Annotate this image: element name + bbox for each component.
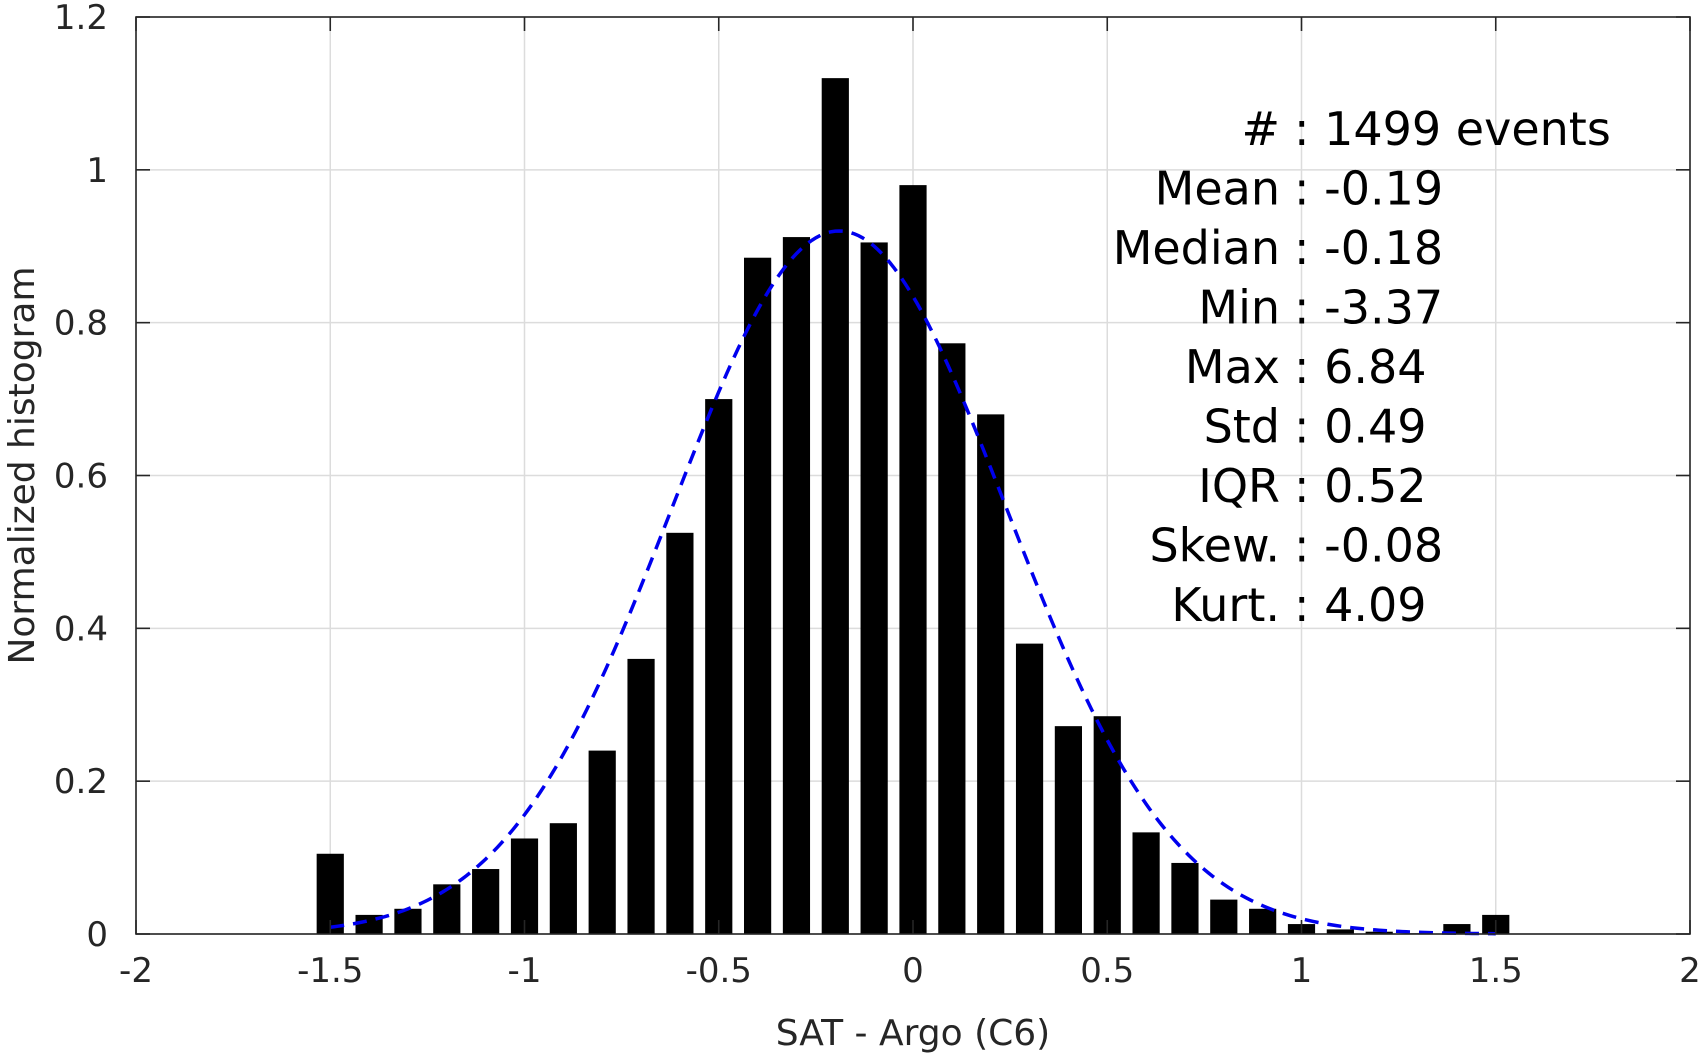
x-tick-label: -1.5 (297, 951, 363, 991)
stat-value: : 0.49 (1294, 400, 1427, 454)
stat-value: : -0.19 (1294, 162, 1443, 216)
y-tick-labels: 0 0.2 0.4 0.6 0.8 1 1.2 (54, 0, 108, 955)
stat-label: IQR (1198, 459, 1280, 513)
x-tick-label: -1 (508, 951, 542, 991)
x-tick-label: 0.5 (1080, 951, 1134, 991)
stat-value: : -3.37 (1294, 281, 1443, 335)
histogram-bar (1171, 862, 1199, 934)
histogram-bar (705, 399, 733, 934)
histogram-bar (1015, 643, 1044, 934)
y-tick-label: 0.8 (54, 304, 108, 344)
x-axis-label: SAT - Argo (C6) (776, 1013, 1050, 1054)
y-tick-label: 0 (86, 915, 108, 955)
stat-label: Median (1113, 221, 1280, 275)
x-tick-label: -0.5 (686, 951, 752, 991)
histogram-bar (472, 869, 500, 934)
histogram-bar (1249, 908, 1277, 934)
histogram-bar (627, 658, 655, 934)
histogram-bar (744, 257, 772, 934)
y-tick-label: 1 (86, 151, 108, 191)
histogram-bar (821, 78, 849, 935)
y-tick-label: 0.4 (54, 609, 108, 649)
y-tick-label: 0.6 (54, 457, 108, 497)
stat-value: : -0.08 (1294, 519, 1443, 573)
histogram-bar (1132, 832, 1160, 934)
histogram-bar (1210, 899, 1238, 934)
stat-label: Std (1204, 400, 1280, 454)
histogram-bar (1093, 716, 1121, 934)
stat-label: Skew. (1149, 519, 1280, 573)
histogram-bar (1326, 929, 1354, 934)
histogram-bar (549, 823, 577, 934)
stat-value: : 4.09 (1294, 578, 1427, 632)
histogram-bar (977, 414, 1005, 934)
stat-value: : 1499 events (1294, 102, 1611, 156)
histogram-bar (1365, 931, 1393, 934)
axes-frame (135, 16, 1691, 935)
histogram-bar (782, 237, 811, 934)
histogram-bar (1054, 726, 1082, 934)
stat-value: : 6.84 (1294, 340, 1427, 394)
histogram-bar (938, 343, 966, 934)
histogram-bar (1443, 924, 1471, 934)
histogram-bar (860, 242, 888, 934)
x-tick-label: 1 (1291, 951, 1313, 991)
stat-label: Max (1185, 340, 1280, 394)
histogram-bar (899, 185, 927, 934)
stat-label: Mean (1155, 162, 1280, 216)
histogram-bar (433, 884, 461, 934)
x-tick-label: 1.5 (1469, 951, 1523, 991)
y-tick-label: 1.2 (54, 0, 108, 38)
x-tick-label: -2 (119, 951, 153, 991)
stat-label: Kurt. (1171, 578, 1280, 632)
gaussian-fit-curve (330, 229, 1496, 936)
x-tick-labels: -2 -1.5 -1 -0.5 0 0.5 1 1.5 2 (119, 951, 1701, 991)
stat-value: : -0.18 (1294, 221, 1443, 275)
y-axis-label: Normalized histogram (2, 266, 43, 664)
stat-label: Min (1198, 281, 1280, 335)
statistics-box: # : 1499 events Mean : -0.19 Median : -0.18 M… (1113, 102, 1611, 632)
histogram-bars (316, 78, 1510, 935)
stat-value: : 0.52 (1294, 459, 1427, 513)
y-tick-label: 0.2 (54, 762, 108, 802)
stat-label: # (1241, 102, 1280, 156)
histogram-bar (666, 532, 694, 934)
x-tick-label: 0 (902, 951, 924, 991)
histogram-bar (510, 838, 539, 934)
x-tick-label: 2 (1679, 951, 1701, 991)
histogram-bar (588, 750, 616, 934)
